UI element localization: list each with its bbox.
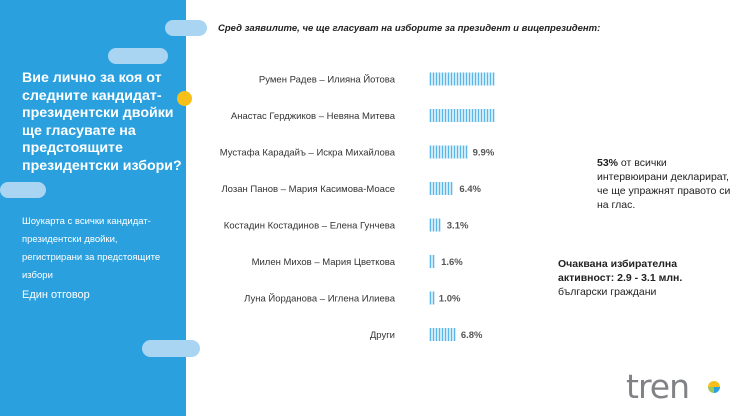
- bar: [429, 109, 495, 122]
- value-label: 1.0%: [439, 294, 461, 305]
- decorative-pill: [0, 182, 46, 198]
- category-label: Лозан Панов – Мария Касимова-Моасе: [221, 184, 395, 195]
- bar: [429, 145, 468, 159]
- category-label: Други: [370, 330, 395, 341]
- category-label: Мустафа Карадайъ – Искра Михайлова: [220, 148, 396, 159]
- chart-title: Сред заявилите, че ще гласуват на избори…: [218, 23, 601, 34]
- category-label: Милен Михов – Мария Цветкова: [252, 257, 396, 268]
- bar: [429, 291, 435, 305]
- logo-dot-icon: [708, 381, 720, 393]
- bar-chart: Румен Радев – Илияна Йотова46.8%Анастас …: [220, 72, 495, 341]
- survey-question: Вие лично за коя от следните кандидат-пр…: [22, 70, 182, 174]
- showcard-note: Шоукарта с всички кандидат-президентски …: [22, 216, 161, 281]
- category-label: Анастас Герджиков – Невяна Митева: [231, 111, 396, 122]
- decorative-pill: [165, 20, 207, 36]
- turnout-percent: 53%: [597, 157, 619, 169]
- category-label: Луна Йорданова – Иглена Илиева: [244, 293, 396, 305]
- bar: [429, 72, 495, 86]
- bar: [429, 255, 437, 268]
- trend-logo: tren: [626, 367, 690, 406]
- value-label: 6.8%: [461, 330, 483, 341]
- turnout-text: от всички интервюирани декларират, че ще…: [597, 157, 731, 211]
- value-label: 3.1%: [447, 221, 469, 232]
- answer-type: Един отговор: [22, 289, 90, 301]
- category-label: Костадин Костадинов – Елена Гунчева: [224, 221, 396, 232]
- decorative-pill: [108, 48, 168, 64]
- expected-turnout-info: Очаквана избирателна активност: 2.9 - 3.…: [558, 257, 728, 299]
- bar: [429, 182, 455, 195]
- bar: [429, 328, 456, 341]
- expected-turnout-label: Очаквана избирателна активност: 2.9 - 3.…: [558, 258, 683, 284]
- turnout-info: 53% от всички интервюирани декларират, ч…: [597, 156, 732, 212]
- value-label: 1.6%: [441, 257, 463, 268]
- category-label: Румен Радев – Илияна Йотова: [259, 74, 396, 86]
- accent-dot: [177, 91, 192, 106]
- expected-turnout-suffix: български граждани: [558, 286, 657, 298]
- value-label: 9.9%: [473, 148, 495, 159]
- decorative-pill: [142, 340, 200, 357]
- bar: [429, 218, 442, 232]
- value-label: 6.4%: [459, 184, 481, 195]
